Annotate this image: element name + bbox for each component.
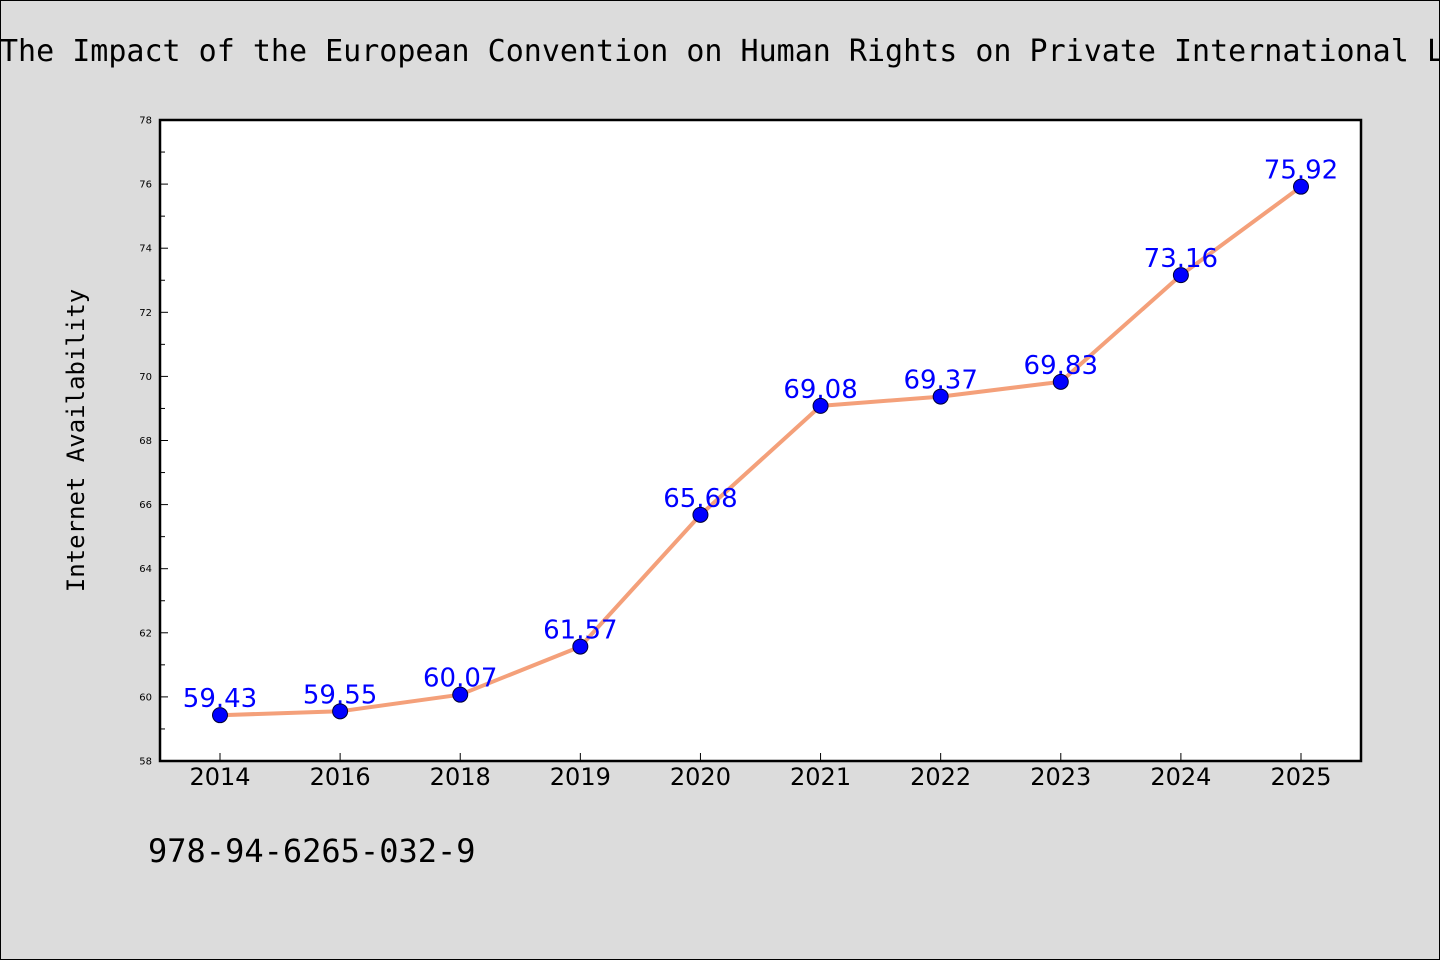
chart-title: The Impact of the European Convention on… bbox=[0, 34, 1440, 69]
y-tick-label: 58 bbox=[139, 757, 152, 768]
data-point bbox=[452, 686, 469, 703]
y-tick-label: 66 bbox=[139, 500, 152, 511]
data-label: 61.57 bbox=[543, 616, 617, 646]
x-tick-label: 2020 bbox=[670, 763, 731, 791]
data-point bbox=[1293, 178, 1309, 195]
series-line bbox=[219, 185, 1303, 718]
data-point bbox=[332, 703, 349, 720]
y-tick-label: 68 bbox=[139, 436, 152, 447]
y-tick-label: 76 bbox=[139, 180, 152, 191]
y-tick-label: 70 bbox=[139, 372, 152, 383]
data-label: 59.43 bbox=[183, 684, 257, 714]
y-tick-label: 78 bbox=[139, 116, 152, 127]
y-tick-label: 64 bbox=[139, 564, 152, 575]
y-tick-label: 72 bbox=[139, 308, 152, 319]
x-tick-label: 2021 bbox=[790, 763, 851, 791]
data-label: 75.92 bbox=[1264, 156, 1338, 186]
data-point bbox=[1172, 267, 1189, 284]
data-point bbox=[692, 506, 709, 523]
data-label: 59.55 bbox=[303, 680, 377, 710]
data-label: 60.07 bbox=[423, 664, 497, 694]
data-label: 69.08 bbox=[783, 375, 857, 405]
data-point bbox=[932, 388, 949, 405]
x-tick-label: 2018 bbox=[430, 763, 491, 791]
x-tick-label: 2019 bbox=[550, 763, 611, 791]
x-tick-label: 2016 bbox=[310, 763, 371, 791]
y-axis-label: Internet Availability bbox=[62, 289, 90, 592]
x-tick-label: 2024 bbox=[1150, 763, 1211, 791]
series-markers bbox=[212, 178, 1309, 724]
isbn-text: 978-94-6265-032-9 bbox=[148, 832, 476, 870]
data-point bbox=[572, 638, 589, 655]
data-point bbox=[212, 707, 228, 724]
data-label: 69.37 bbox=[903, 366, 977, 396]
data-labels: 59.43 59.55 60.07 61.57 65.68 69.08 69.37 69.83… bbox=[183, 156, 1338, 715]
y-tick-label: 60 bbox=[139, 692, 152, 703]
y-axis: 58 60 62 64 66 68 70 72 74 76 78 bbox=[139, 116, 168, 768]
x-tick-label: 2014 bbox=[189, 763, 250, 791]
data-label: 69.83 bbox=[1024, 351, 1098, 381]
data-point bbox=[1052, 373, 1069, 390]
data-label: 65.68 bbox=[663, 484, 737, 514]
data-point bbox=[812, 397, 829, 414]
plot-area bbox=[158, 118, 1363, 763]
x-tick-label: 2025 bbox=[1270, 763, 1331, 791]
y-tick-label: 74 bbox=[139, 244, 152, 255]
y-tick-label: 62 bbox=[139, 628, 152, 639]
data-label: 73.16 bbox=[1144, 244, 1218, 274]
x-axis: 2014 2016 2018 2019 2020 2021 2022 2023 2024 2025 bbox=[189, 753, 1332, 791]
x-tick-label: 2022 bbox=[910, 763, 971, 791]
x-tick-label: 2023 bbox=[1030, 763, 1091, 791]
